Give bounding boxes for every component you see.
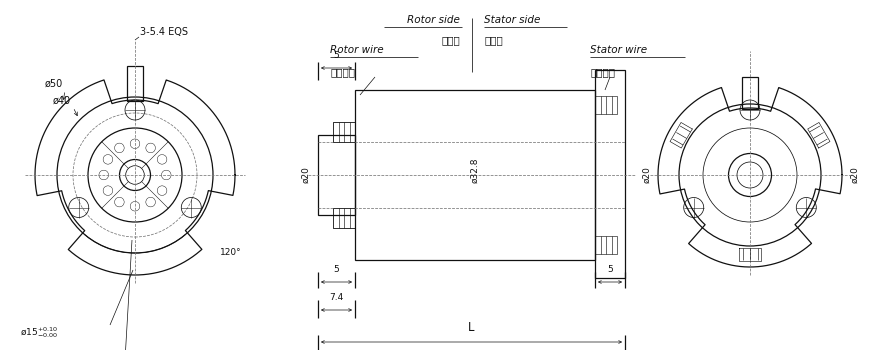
Text: 转子出线: 转子出线 — [330, 67, 355, 77]
Bar — [128, 66, 143, 101]
Text: ø20: ø20 — [642, 167, 651, 183]
Bar — [355, 90, 595, 260]
Bar — [595, 96, 617, 114]
Text: Stator wire: Stator wire — [590, 45, 647, 55]
Text: ø20: ø20 — [850, 167, 859, 183]
Text: ø15$^{+0.10}_{-0.00}$: ø15$^{+0.10}_{-0.00}$ — [20, 324, 58, 339]
Text: 7.4: 7.4 — [329, 293, 343, 302]
Text: 定子边: 定子边 — [484, 35, 502, 45]
Text: 5: 5 — [334, 51, 340, 60]
Text: ø20: ø20 — [301, 167, 310, 183]
Text: ø50: ø50 — [45, 79, 63, 89]
Bar — [595, 70, 625, 278]
Text: Rotor side: Rotor side — [407, 15, 460, 25]
Text: 120°: 120° — [220, 248, 242, 257]
Text: L: L — [468, 321, 474, 334]
Text: ø40: ø40 — [53, 96, 71, 106]
Text: 3-5.4 EQS: 3-5.4 EQS — [140, 27, 188, 37]
Text: Rotor wire: Rotor wire — [330, 45, 384, 55]
Text: ø32.8: ø32.8 — [471, 157, 480, 183]
Bar — [333, 208, 355, 228]
Text: Stator side: Stator side — [484, 15, 540, 25]
Bar — [333, 122, 355, 142]
Text: 转子边: 转子边 — [441, 35, 460, 45]
Bar — [742, 77, 758, 109]
Text: 定子出线: 定子出线 — [590, 67, 615, 77]
Text: 5: 5 — [334, 265, 340, 274]
Bar — [318, 135, 355, 215]
Text: 5: 5 — [607, 265, 612, 274]
Bar — [595, 236, 617, 254]
